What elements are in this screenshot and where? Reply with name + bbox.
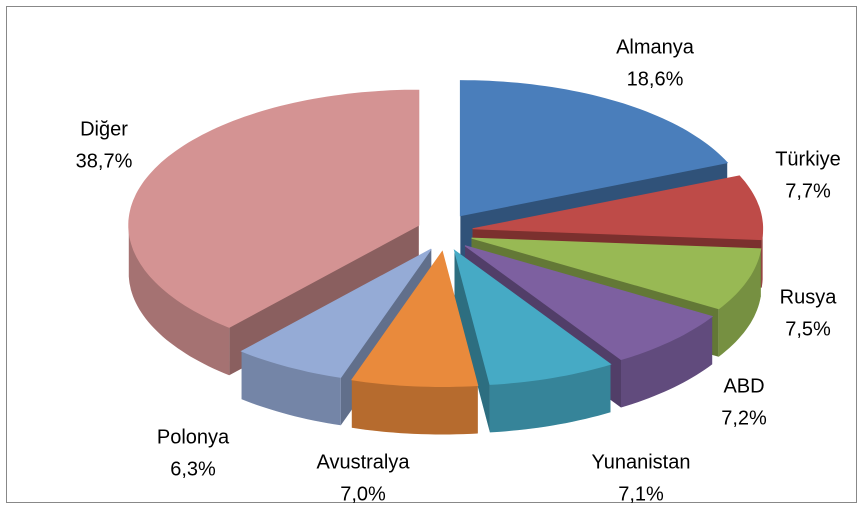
category-label: ABD [723,375,764,397]
slice [240,248,432,426]
slice-top [471,237,762,310]
value-label: 18,6% [627,68,684,90]
slice-wall [351,379,478,435]
category-label: Yunanistan [592,451,691,473]
slice [351,250,479,435]
slice-wall [241,351,341,426]
slice-top [240,248,432,378]
slice-top [464,245,714,361]
value-label: 7,2% [721,407,767,429]
slice-wall [489,364,611,433]
category-label: Avustralya [316,451,410,473]
value-label: 7,0% [340,483,386,505]
slice-wall [761,228,763,288]
value-label: 38,7% [76,150,133,172]
slice-top [351,250,479,387]
value-label: 7,7% [785,180,831,202]
slice-top [459,80,729,217]
slice [453,249,612,433]
slice-top [453,249,612,385]
slice-side [454,250,490,433]
category-label: Almanya [616,36,695,58]
slice-wall [621,316,713,408]
category-label: Polonya [157,426,230,448]
slice-wall-shade [128,225,230,376]
category-label: Türkiye [775,148,841,170]
slice-wall-shade [489,364,611,433]
value-label: 6,3% [170,458,216,480]
slice-wall-shade [241,351,341,426]
value-label: 7,5% [785,318,831,340]
category-label: Diğer [80,118,128,140]
slice-side-shade [454,250,490,433]
slice-wall-shade [621,316,713,408]
category-label: Rusya [780,286,838,308]
value-label: 7,1% [618,483,664,505]
slice-top [472,175,764,241]
slice-wall-shade [761,228,763,288]
slice-wall-shade [351,379,478,435]
slice-wall [128,225,230,376]
slice-top [128,89,420,328]
